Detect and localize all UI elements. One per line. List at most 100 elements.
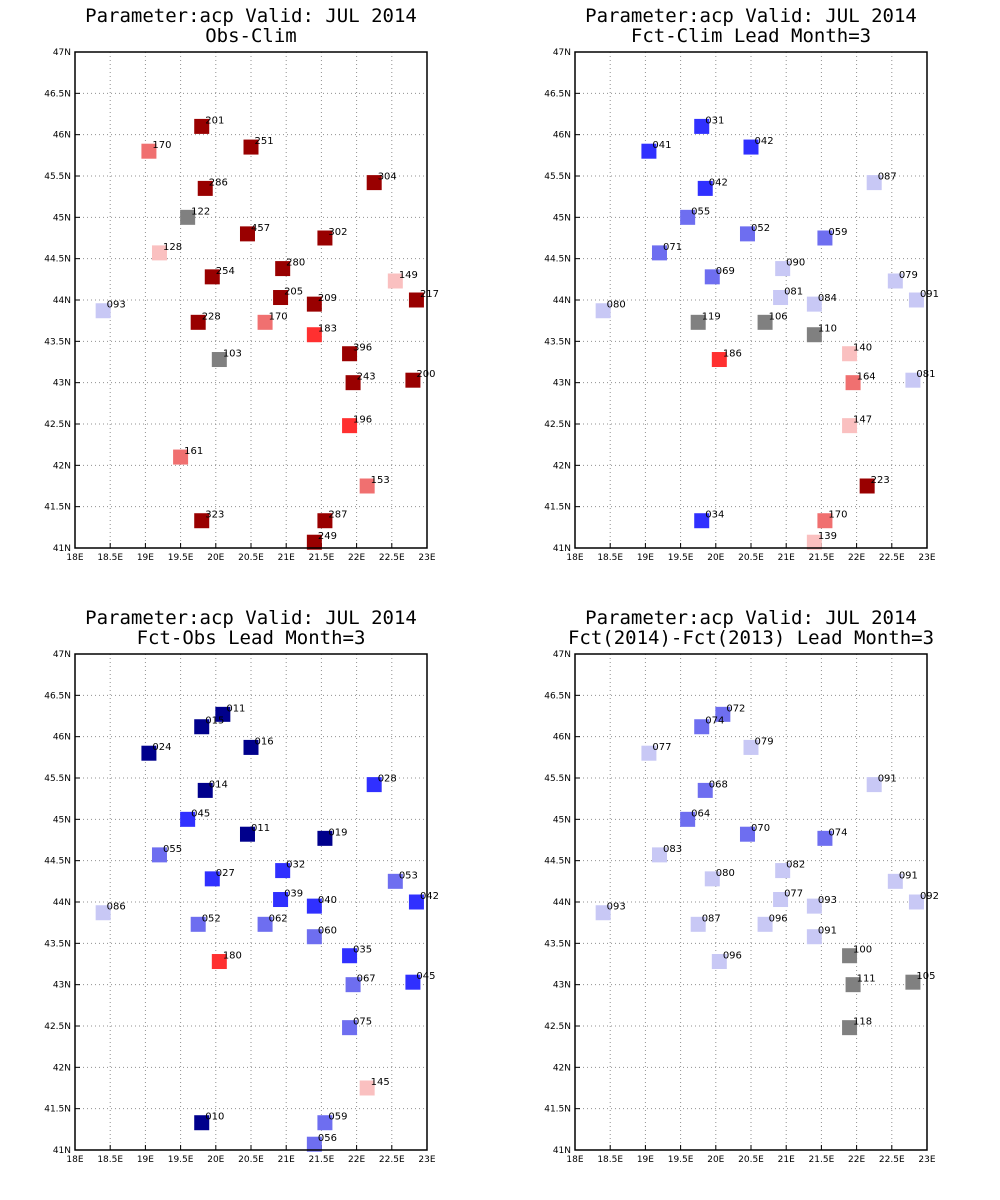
- y-tick-label: 41.5N: [44, 503, 71, 513]
- station-value-label: 014: [209, 779, 228, 790]
- y-tick-label: 43N: [553, 981, 571, 991]
- station-marker: [141, 745, 157, 761]
- station-value-label: 119: [702, 311, 721, 322]
- x-tick-label: 20.5E: [238, 1155, 264, 1165]
- station-marker: [141, 143, 157, 159]
- station-value-label: 091: [818, 926, 837, 937]
- x-tick-label: 22.5E: [379, 1155, 405, 1165]
- station-value-label: 090: [786, 258, 805, 269]
- station-value-label: 042: [420, 891, 439, 902]
- x-tick-label: 21.5E: [309, 1155, 335, 1165]
- x-tick-label: 18E: [66, 1155, 83, 1165]
- station-value-label: 079: [755, 736, 774, 747]
- station-value-label: 096: [769, 913, 788, 924]
- station-marker: [887, 873, 903, 889]
- station-marker: [806, 534, 822, 550]
- station-marker: [845, 375, 861, 391]
- y-tick-label: 44.5N: [544, 857, 571, 867]
- station-value-label: 323: [205, 510, 224, 521]
- station-marker: [775, 863, 791, 879]
- station-marker: [190, 314, 206, 330]
- x-tick-label: 21E: [778, 1155, 795, 1165]
- station-value-label: 092: [920, 891, 939, 902]
- station-marker: [366, 777, 382, 793]
- station-value-label: 200: [416, 369, 435, 380]
- station-marker: [306, 296, 322, 312]
- station-value-label: 083: [663, 844, 682, 855]
- station-marker: [306, 1136, 322, 1152]
- y-tick-label: 45.5N: [544, 774, 571, 784]
- station-marker: [342, 346, 358, 362]
- station-value-label: 093: [818, 895, 837, 906]
- x-tick-label: 22E: [848, 1155, 865, 1165]
- station-value-label: 074: [828, 827, 847, 838]
- station-marker: [817, 830, 833, 846]
- station-value-label: 015: [205, 716, 224, 727]
- y-tick-label: 42N: [53, 461, 71, 471]
- y-tick-label: 42.5N: [44, 420, 71, 430]
- y-tick-label: 44.5N: [44, 857, 71, 867]
- station-marker: [317, 1115, 333, 1131]
- y-tick-label: 46.5N: [544, 89, 571, 99]
- station-value-label: 072: [726, 703, 745, 714]
- y-tick-label: 44N: [53, 898, 71, 908]
- station-marker: [711, 954, 727, 970]
- station-marker: [211, 954, 227, 970]
- station-value-label: 180: [223, 951, 242, 962]
- station-marker: [275, 261, 291, 277]
- station-marker: [306, 898, 322, 914]
- x-tick-label: 18.5E: [597, 1155, 623, 1165]
- station-marker: [697, 180, 713, 196]
- station-value-label: 045: [416, 971, 435, 982]
- station-marker: [757, 314, 773, 330]
- y-tick-label: 46.5N: [544, 691, 571, 701]
- station-marker: [359, 1080, 375, 1096]
- panel-title: Parameter:acp Valid: JUL 2014: [585, 5, 917, 27]
- station-marker: [806, 898, 822, 914]
- y-tick-label: 43.5N: [44, 337, 71, 347]
- y-tick-label: 42.5N: [44, 1022, 71, 1032]
- station-value-label: 077: [652, 742, 671, 753]
- station-value-label: 457: [251, 223, 270, 234]
- station-value-label: 205: [284, 287, 303, 298]
- station-marker: [866, 175, 882, 191]
- station-value-label: 139: [818, 531, 837, 542]
- station-value-label: 110: [818, 324, 837, 335]
- station-value-label: 140: [853, 343, 872, 354]
- station-marker: [773, 290, 789, 306]
- station-marker: [595, 905, 611, 921]
- station-value-label: 087: [702, 913, 721, 924]
- station-value-label: 010: [205, 1112, 224, 1123]
- x-tick-label: 19.5E: [168, 1155, 194, 1165]
- station-marker: [680, 209, 696, 225]
- station-value-label: 040: [318, 895, 337, 906]
- y-tick-label: 41N: [553, 544, 571, 554]
- x-tick-label: 21.5E: [809, 553, 835, 563]
- y-tick-label: 42N: [553, 1063, 571, 1073]
- station-marker: [180, 209, 196, 225]
- station-marker: [773, 892, 789, 908]
- station-value-label: 170: [828, 510, 847, 521]
- map-frame: [574, 51, 928, 549]
- station-value-label: 147: [853, 415, 872, 426]
- station-marker: [905, 372, 921, 388]
- station-marker: [842, 1020, 858, 1036]
- station-value-label: 052: [751, 223, 770, 234]
- station-value-label: 100: [853, 945, 872, 956]
- station-marker: [711, 352, 727, 368]
- station-marker: [306, 929, 322, 945]
- x-tick-label: 22.5E: [379, 553, 405, 563]
- station-value-label: 149: [399, 270, 418, 281]
- station-value-label: 091: [920, 289, 939, 300]
- station-marker: [211, 352, 227, 368]
- x-tick-label: 19.5E: [168, 553, 194, 563]
- y-tick-label: 46N: [53, 733, 71, 743]
- station-marker: [845, 977, 861, 993]
- station-value-label: 091: [899, 870, 918, 881]
- station-value-label: 086: [107, 902, 126, 913]
- x-tick-label: 21.5E: [809, 1155, 835, 1165]
- station-value-label: 059: [328, 1112, 347, 1123]
- station-value-label: 170: [269, 311, 288, 322]
- x-tick-label: 19E: [137, 1155, 154, 1165]
